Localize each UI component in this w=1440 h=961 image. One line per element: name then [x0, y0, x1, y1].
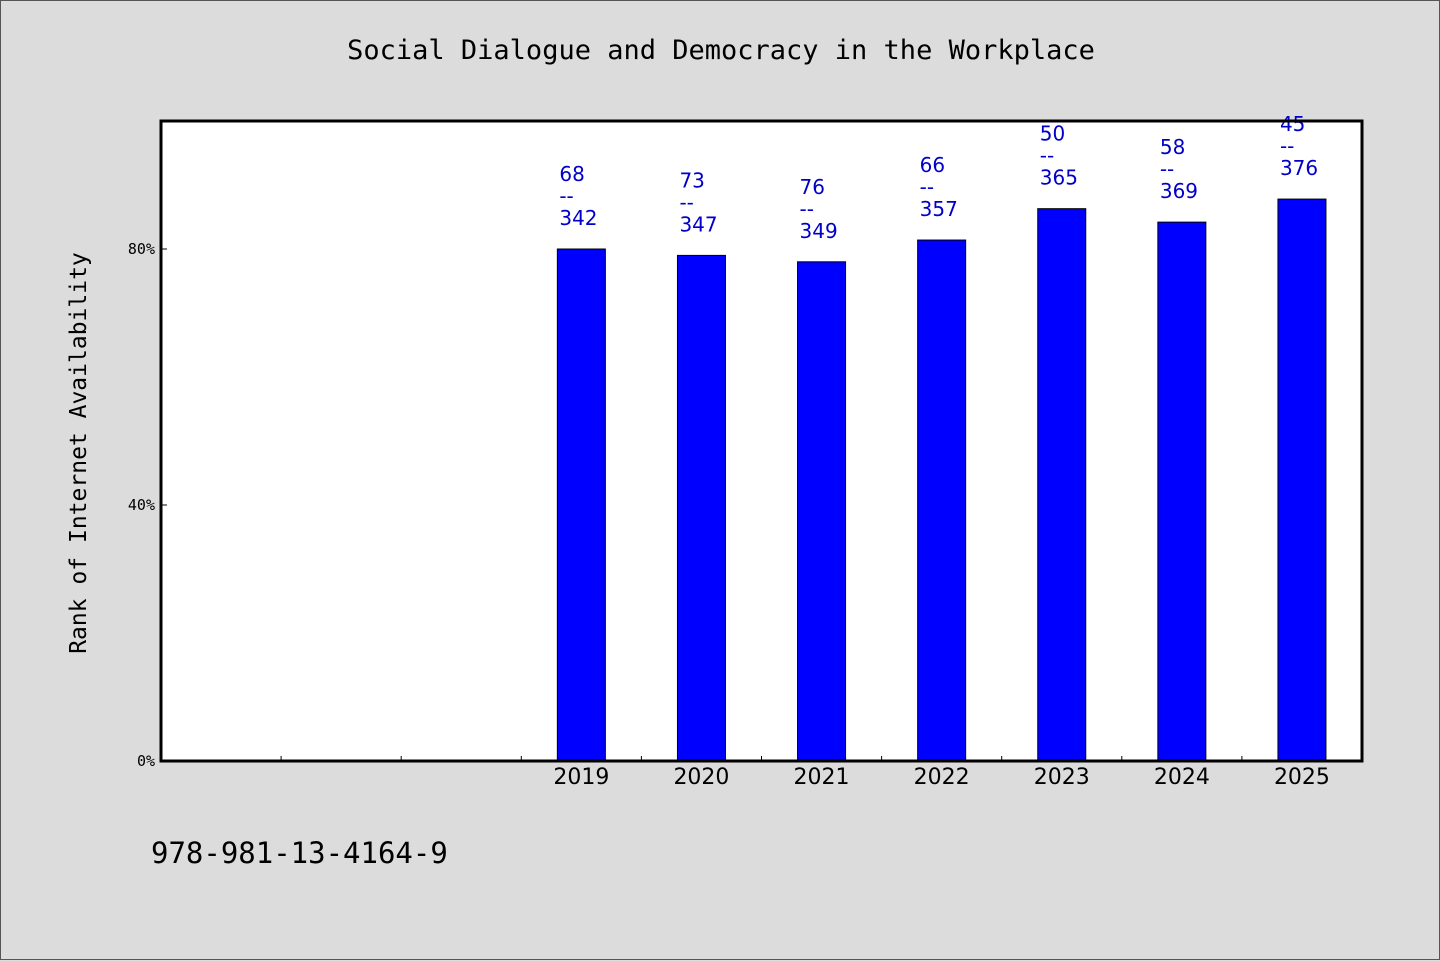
- data-label-top: 45: [1280, 112, 1305, 136]
- data-label-bottom: 369: [1160, 179, 1198, 203]
- y-tick-label: 80%: [128, 240, 155, 258]
- x-tick-label: 2019: [553, 765, 609, 790]
- bar: [1037, 208, 1087, 762]
- data-label-bottom: 342: [559, 206, 597, 230]
- bar: [676, 254, 726, 762]
- data-label-bottom: 376: [1280, 156, 1318, 180]
- data-label-separator: --: [920, 175, 934, 199]
- data-label-separator: --: [1280, 134, 1294, 158]
- y-tick-label: 0%: [137, 752, 155, 770]
- x-tick-label: 2020: [673, 765, 729, 790]
- footer-code: 978-981-13-4164-9: [151, 836, 448, 870]
- data-label-bottom: 357: [920, 197, 958, 221]
- x-tick-label: 2023: [1034, 765, 1090, 790]
- data-label-bottom: 365: [1040, 166, 1078, 190]
- x-tick-label: 2024: [1154, 765, 1210, 790]
- data-label-bottom: 347: [679, 212, 717, 236]
- data-label-top: 58: [1160, 135, 1185, 159]
- data-label-separator: --: [1160, 157, 1174, 181]
- x-tick-label: 2022: [914, 765, 970, 790]
- data-label-top: 66: [920, 153, 945, 177]
- bar: [1277, 198, 1327, 762]
- y-tick-label: 40%: [128, 496, 155, 514]
- data-label-separator: --: [559, 184, 573, 208]
- bar: [1157, 221, 1207, 762]
- data-label-top: 73: [679, 168, 704, 192]
- data-label-top: 76: [800, 175, 825, 199]
- data-label-separator: --: [800, 197, 814, 221]
- data-label-bottom: 349: [800, 219, 838, 243]
- bar: [556, 248, 606, 762]
- data-label-top: 50: [1040, 122, 1065, 146]
- data-label-separator: --: [1040, 144, 1054, 168]
- data-label-top: 68: [559, 162, 584, 186]
- x-tick-label: 2021: [794, 765, 850, 790]
- data-label-separator: --: [679, 190, 693, 214]
- bar: [797, 261, 847, 762]
- bar: [917, 239, 967, 762]
- chart-title: Social Dialogue and Democracy in the Wor…: [347, 35, 1095, 66]
- x-tick-label: 2025: [1274, 765, 1330, 790]
- plot-border: [159, 119, 1364, 763]
